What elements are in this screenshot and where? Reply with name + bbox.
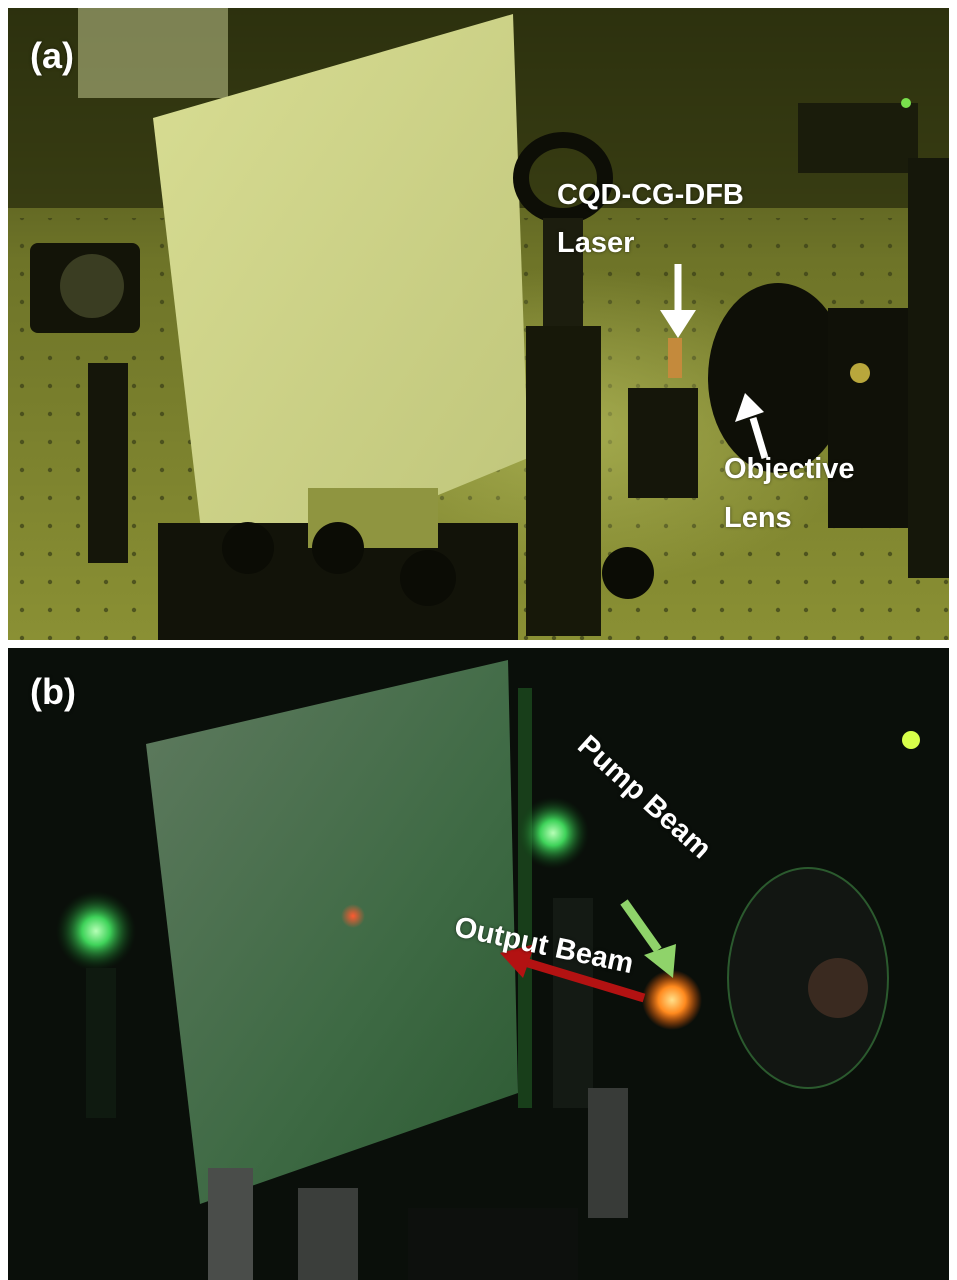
dfb-laser-sample — [668, 338, 682, 378]
objective-lens — [727, 867, 889, 1089]
objective-lens — [708, 283, 848, 473]
sample-holder — [628, 388, 698, 498]
up-arrow-icon — [735, 393, 769, 460]
laser-sample-glow — [642, 970, 702, 1030]
panel-label-b: (b) — [30, 671, 76, 712]
post-holder — [526, 326, 601, 636]
laser-label-line-2: Laser — [557, 227, 635, 259]
output-beam-arrow-icon — [500, 944, 646, 1003]
ring-mount — [513, 132, 613, 224]
pump-beam-arrow-icon — [620, 899, 676, 978]
background-instrument — [78, 8, 228, 98]
panel-a-photo — [8, 8, 949, 640]
green-mirror-glow — [517, 797, 589, 869]
laser-label-line-1: CQD-CG-DFB — [557, 179, 744, 211]
panel-label-a: (a) — [30, 35, 74, 76]
objective-label-line-2: Lens — [724, 502, 792, 534]
background-instrument — [798, 103, 918, 173]
laser-spot — [341, 904, 365, 928]
glowing-optic — [56, 891, 136, 971]
photo-panel-a: (a) CQD-CG-DFB Laser Objective Lens — [8, 8, 949, 640]
objective-label-line-1: Objective — [724, 453, 855, 485]
white-screen — [146, 660, 518, 1204]
photo-panel-b: (b) Pump Beam Output Beam — [8, 648, 949, 1280]
down-arrow-icon — [660, 264, 696, 338]
panel-b-photo — [8, 648, 949, 1280]
white-screen — [153, 14, 528, 590]
